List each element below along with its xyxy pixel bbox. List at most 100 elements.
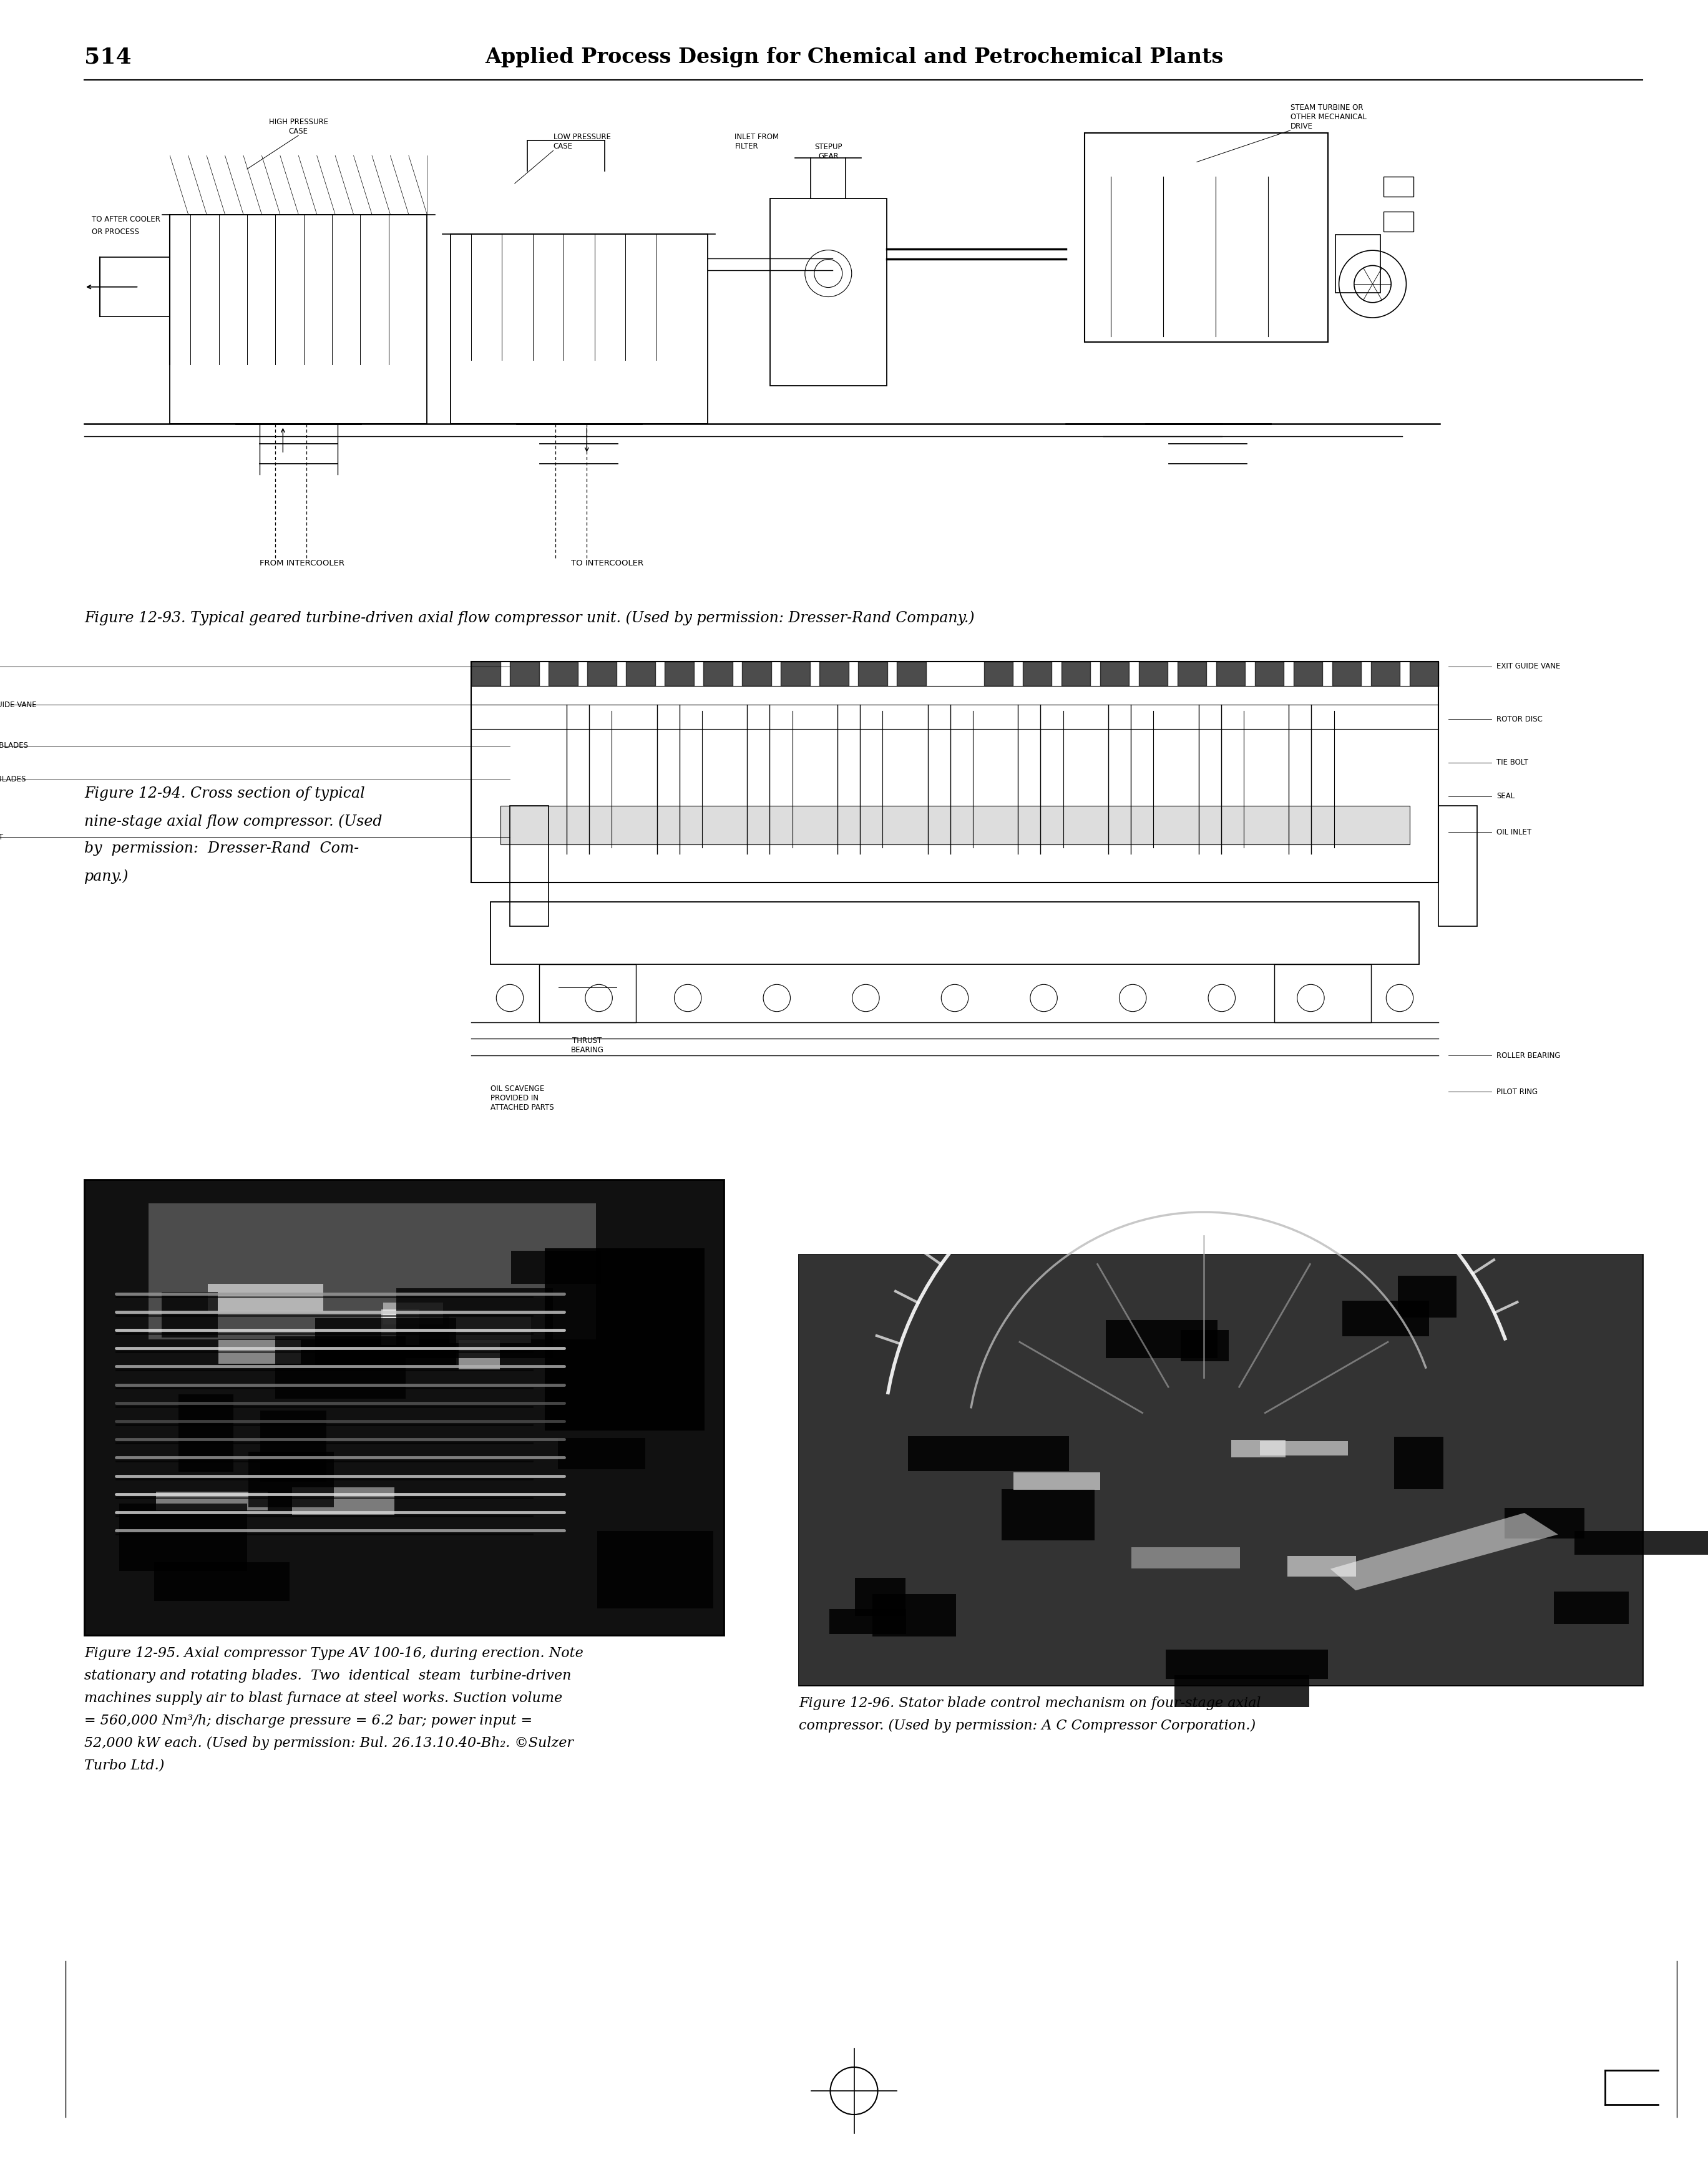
Text: PILOT RING: PILOT RING [1496, 1088, 1537, 1097]
Bar [1131, 1547, 1240, 1569]
Bar [1001, 1489, 1095, 1541]
Text: Figure 12-93. Typical geared turbine-driven axial flow compressor unit. (Used by: Figure 12-93. Typical geared turbine-dri… [84, 611, 975, 624]
Bar [171, 215, 427, 423]
Polygon shape [625, 661, 654, 685]
Bar [828, 1608, 905, 1634]
Bar [314, 1318, 456, 1365]
Polygon shape [1216, 661, 1245, 685]
Bar [471, 661, 1438, 882]
Bar [909, 1437, 1069, 1471]
Text: stationary and rotating blades.  Two  identical  steam  turbine-driven: stationary and rotating blades. Two iden… [84, 1669, 570, 1682]
Bar [1085, 132, 1327, 342]
Bar [1397, 1276, 1457, 1318]
Polygon shape [1177, 661, 1206, 685]
Bar [1505, 1508, 1585, 1539]
Bar [1575, 1532, 1708, 1556]
Bar [292, 1487, 395, 1515]
Polygon shape [1331, 1513, 1558, 1591]
Text: 514: 514 [84, 48, 132, 67]
Bar [1554, 1593, 1629, 1623]
Bar [1261, 1441, 1348, 1456]
Bar [1342, 1300, 1430, 1337]
Text: ROLLER BEARING: ROLLER BEARING [1496, 1051, 1561, 1060]
Text: OR PROCESS: OR PROCESS [92, 228, 140, 236]
Bar [538, 964, 635, 1023]
Text: TO AFTER COOLER: TO AFTER COOLER [92, 215, 161, 223]
Text: INLET FROM
FILTER: INLET FROM FILTER [734, 132, 779, 150]
Bar [208, 1285, 323, 1311]
Bar [511, 806, 548, 925]
Bar [559, 1439, 646, 1469]
Text: compressor. (Used by permission: A C Compressor Corporation.): compressor. (Used by permission: A C Com… [799, 1718, 1255, 1734]
Polygon shape [781, 661, 810, 685]
Bar [381, 1309, 420, 1346]
Polygon shape [664, 661, 693, 685]
Polygon shape [1061, 661, 1090, 685]
Text: STATOR BLADES: STATOR BLADES [0, 741, 27, 750]
Text: machines supply air to blast furnace at steel works. Suction volume: machines supply air to blast furnace at … [84, 1692, 562, 1705]
Polygon shape [1023, 661, 1052, 685]
Polygon shape [1139, 661, 1168, 685]
Text: 52,000 kW each. (Used by permission: Bul. 26.13.10.40-Bh₂. ©Sulzer: 52,000 kW each. (Used by permission: Bul… [84, 1736, 574, 1751]
Text: by  permission:  Dresser-Rand  Com-: by permission: Dresser-Rand Com- [84, 841, 359, 856]
Bar [1107, 1320, 1218, 1359]
Bar [449, 1315, 531, 1344]
Bar [275, 1337, 407, 1398]
Polygon shape [1332, 661, 1361, 685]
Bar [249, 1452, 333, 1508]
Polygon shape [741, 661, 770, 685]
Text: THRUST
BEARING: THRUST BEARING [570, 1036, 603, 1053]
Text: LOW PRESSURE
CASE: LOW PRESSURE CASE [553, 132, 611, 150]
Text: = 560,000 Nm³/h; discharge pressure = 6.2 bar; power input =: = 560,000 Nm³/h; discharge pressure = 6.… [84, 1714, 533, 1727]
Bar [770, 199, 886, 386]
Text: STEPUP
GEAR: STEPUP GEAR [815, 143, 842, 160]
Text: nine-stage axial flow compressor. (Used: nine-stage axial flow compressor. (Used [84, 815, 383, 828]
Bar [219, 1339, 301, 1363]
Text: ROTOR BLADES: ROTOR BLADES [0, 776, 26, 784]
Bar [873, 1595, 956, 1636]
Polygon shape [1100, 661, 1129, 685]
Polygon shape [588, 661, 617, 685]
Text: Turbo Ltd.): Turbo Ltd.) [84, 1760, 164, 1773]
Bar [260, 1411, 326, 1482]
Bar [1274, 964, 1372, 1023]
Polygon shape [548, 661, 577, 685]
Bar [451, 234, 707, 423]
Text: Figure 12-94. Cross section of typical: Figure 12-94. Cross section of typical [84, 787, 366, 802]
Bar [1438, 806, 1477, 925]
Bar [179, 1393, 234, 1471]
Bar [1175, 1675, 1310, 1708]
Polygon shape [1409, 661, 1438, 685]
Bar [154, 1562, 290, 1601]
Bar [1383, 212, 1414, 232]
Text: OIL SCAVENGE
PROVIDED IN
ATTACHED PARTS: OIL SCAVENGE PROVIDED IN ATTACHED PARTS [490, 1084, 553, 1112]
Bar [856, 1578, 905, 1617]
Polygon shape [820, 661, 849, 685]
Polygon shape [704, 661, 733, 685]
Bar [1180, 1331, 1228, 1361]
Bar [500, 806, 1409, 845]
Bar [511, 1250, 601, 1285]
Text: TIE BOLT: TIE BOLT [1496, 758, 1529, 767]
Polygon shape [984, 661, 1013, 685]
Text: STEAM TURBINE OR
OTHER MECHANICAL
DRIVE: STEAM TURBINE OR OTHER MECHANICAL DRIVE [1290, 104, 1366, 130]
Bar [1394, 1437, 1443, 1489]
Text: pany.): pany.) [84, 869, 128, 884]
Bar [799, 1255, 1643, 1686]
Text: EXIT GUIDE VANE: EXIT GUIDE VANE [1496, 663, 1561, 670]
Text: Figure 12-96. Stator blade control mechanism on four-stage axial: Figure 12-96. Stator blade control mecha… [799, 1697, 1261, 1710]
Text: INLET GUIDE VANE: INLET GUIDE VANE [0, 700, 36, 709]
Text: FROM INTERCOOLER: FROM INTERCOOLER [260, 559, 345, 568]
Bar [458, 1339, 500, 1370]
Text: TO INTERCOOLER: TO INTERCOOLER [570, 559, 644, 568]
Bar [545, 1248, 705, 1430]
Text: OIL INLET: OIL INLET [1496, 828, 1532, 836]
Bar [155, 1491, 268, 1510]
Bar [490, 901, 1419, 964]
Bar [1013, 1471, 1100, 1491]
Bar [149, 1203, 596, 1339]
Polygon shape [511, 661, 538, 685]
Bar [1288, 1556, 1356, 1575]
Polygon shape [471, 661, 500, 685]
Bar [799, 1255, 1643, 1686]
